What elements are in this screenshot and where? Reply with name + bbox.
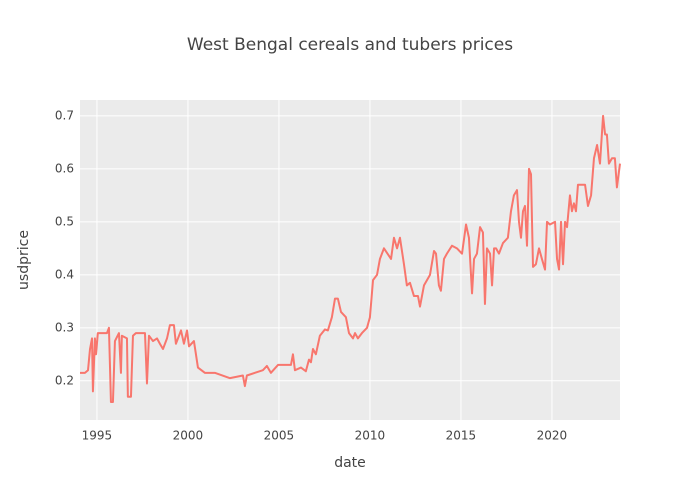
chart-title: West Bengal cereals and tubers prices [187, 35, 513, 55]
y-tick-label: 0.3 [55, 320, 74, 334]
y-tick-label: 0.4 [55, 267, 74, 281]
line [80, 114, 621, 403]
x-tick-label: 2010 [355, 429, 386, 443]
y-tick-label: 0.5 [55, 214, 74, 228]
plot-area [80, 100, 620, 420]
y-axis-label: usdprice [16, 230, 32, 290]
x-tick-label: 2000 [173, 429, 204, 443]
x-tick-label: 1995 [82, 429, 113, 443]
x-tick-label: 2020 [537, 429, 568, 443]
y-tick-label: 0.2 [55, 373, 74, 387]
y-tick-label: 0.6 [55, 161, 74, 175]
y-tick-label: 0.7 [55, 108, 74, 122]
x-tick-label: 2015 [446, 429, 477, 443]
x-tick-label: 2005 [264, 429, 295, 443]
x-axis-label: date [334, 455, 366, 471]
